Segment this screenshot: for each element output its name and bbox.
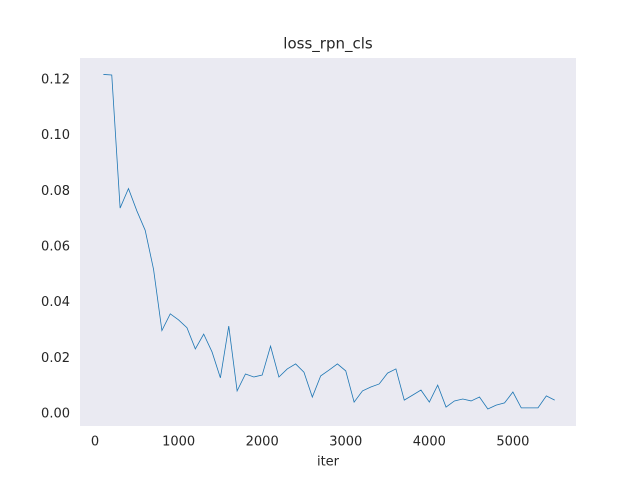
x-tick-label: 0 — [91, 435, 99, 450]
y-tick-label: 0.02 — [41, 351, 70, 366]
x-tick-label: 1000 — [162, 435, 195, 450]
data-line — [103, 74, 555, 410]
y-tick-label: 0.04 — [41, 295, 70, 310]
x-tick-label: 4000 — [413, 435, 446, 450]
x-tick-label: 2000 — [246, 435, 279, 450]
x-tick-label: 5000 — [496, 435, 529, 450]
y-tick-label: 0.08 — [41, 184, 70, 199]
y-tick-label: 0.06 — [41, 240, 70, 255]
chart-title: loss_rpn_cls — [283, 35, 373, 54]
plot-area — [80, 58, 576, 426]
y-tick-label: 0.12 — [41, 72, 70, 87]
x-tick-label: 3000 — [329, 435, 362, 450]
y-tick-label: 0.00 — [41, 407, 70, 422]
y-tick-label: 0.10 — [41, 128, 70, 143]
x-axis-label: iter — [317, 455, 340, 470]
